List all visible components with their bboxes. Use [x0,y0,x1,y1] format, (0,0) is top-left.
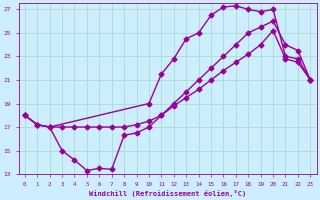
X-axis label: Windchill (Refroidissement éolien,°C): Windchill (Refroidissement éolien,°C) [89,190,246,197]
